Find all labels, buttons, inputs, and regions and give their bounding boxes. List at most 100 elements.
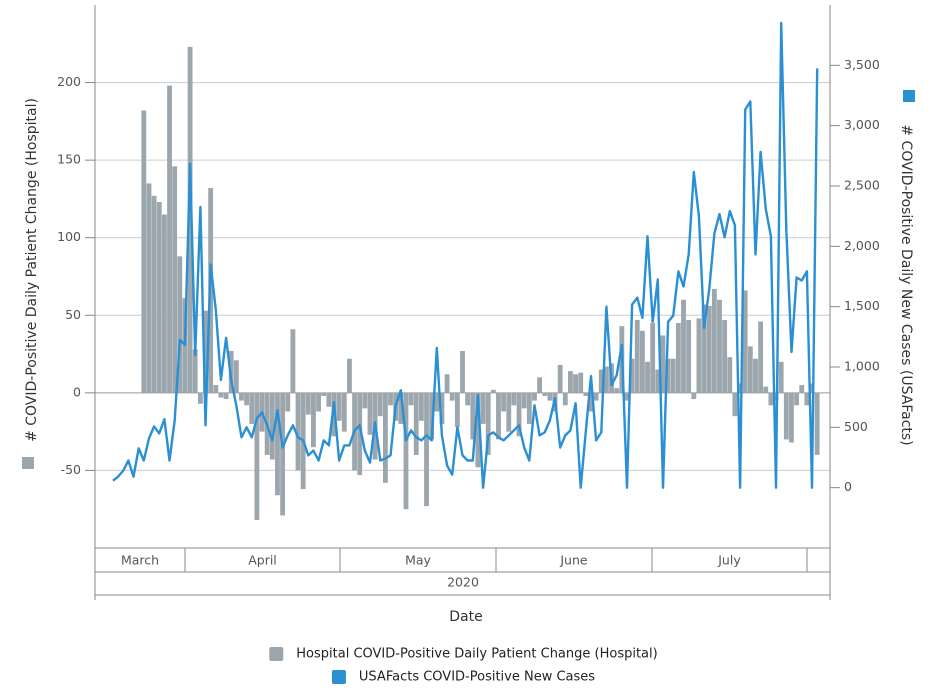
bar [537, 377, 543, 393]
y2-tick-label: 1,500 [844, 298, 880, 313]
bar [783, 392, 789, 440]
bar [532, 392, 537, 401]
bar [614, 388, 620, 393]
bar [223, 392, 229, 400]
bar [167, 85, 172, 393]
line [112, 21, 819, 489]
bar [753, 358, 758, 393]
bar [357, 392, 363, 476]
bar [650, 323, 656, 393]
bar [408, 392, 414, 406]
bar [316, 392, 321, 412]
bar [449, 392, 455, 401]
bar [377, 392, 383, 417]
bar [691, 392, 697, 400]
legend-label: Hospital COVID-Positive Daily Patient Ch… [296, 647, 657, 662]
bar [341, 392, 347, 432]
bar [516, 392, 522, 437]
y2-tick-label: 500 [844, 419, 868, 434]
bar [413, 392, 419, 455]
y2-key [903, 90, 915, 102]
bar [285, 392, 291, 412]
bar [362, 392, 368, 409]
bar [454, 392, 460, 427]
bar [424, 392, 429, 507]
bar [768, 392, 774, 406]
bar [321, 392, 327, 396]
bar [526, 392, 532, 424]
bar [347, 358, 352, 393]
y-tick-label: 100 [57, 229, 81, 244]
bar [418, 392, 424, 421]
bar [187, 46, 193, 393]
month-label: July [717, 553, 741, 568]
y-axis-title: # COVID-Positive Daily Patient Change (H… [24, 98, 40, 442]
y2-tick-label: 1,000 [844, 359, 880, 374]
bar [192, 349, 198, 393]
bar [789, 392, 794, 443]
bar [742, 290, 748, 393]
bar [203, 310, 208, 393]
bar [722, 319, 728, 393]
y-tick-label: 150 [57, 152, 81, 167]
bar [578, 372, 584, 393]
bar [382, 392, 388, 483]
bar [681, 299, 686, 393]
bar [444, 374, 450, 393]
bar [254, 392, 260, 521]
y2-tick-label: 3,500 [844, 57, 880, 72]
bar [398, 392, 404, 424]
year-label: 2020 [447, 575, 479, 590]
y-tick-label: 200 [57, 74, 81, 89]
bar [388, 392, 393, 406]
y-tick-label: 50 [65, 307, 81, 322]
bar [465, 392, 471, 406]
bar [799, 385, 805, 393]
bar [290, 329, 296, 393]
bar [809, 383, 815, 393]
bar [645, 361, 650, 393]
y2-tick-label: 3,000 [844, 117, 880, 132]
bar [485, 392, 491, 455]
bar [213, 385, 219, 393]
bar [244, 392, 250, 406]
bar [429, 392, 435, 440]
legend-swatch [269, 647, 284, 661]
bar [665, 358, 671, 393]
bar [747, 346, 753, 393]
y-tick-label: 0 [73, 384, 81, 399]
bar [670, 358, 676, 393]
bar [490, 389, 496, 393]
bar [629, 358, 635, 393]
bar [506, 392, 512, 432]
y-key [22, 457, 34, 469]
bar [475, 392, 481, 468]
bar [804, 392, 810, 406]
bar [197, 392, 203, 404]
bar [269, 392, 275, 460]
bar [295, 392, 301, 471]
bar [501, 392, 507, 412]
bar [305, 392, 311, 415]
bar [336, 392, 342, 421]
bar [593, 392, 599, 401]
bar [141, 110, 147, 393]
bar [573, 374, 578, 393]
legend-label: USAFacts COVID-Positive New Cases [359, 670, 595, 685]
bar [711, 288, 717, 393]
bar [604, 366, 609, 393]
month-label: May [405, 553, 431, 568]
bar [161, 214, 167, 393]
bar [547, 392, 553, 401]
month-label: June [559, 553, 588, 568]
bar [701, 304, 707, 393]
legend-swatch [331, 670, 346, 684]
bar [326, 392, 332, 407]
y2-tick-label: 2,000 [844, 238, 880, 253]
bar [249, 392, 255, 424]
x-axis-title: Date [449, 609, 482, 625]
bar [814, 392, 820, 455]
y2-tick-label: 0 [844, 479, 852, 494]
bar [598, 369, 604, 393]
